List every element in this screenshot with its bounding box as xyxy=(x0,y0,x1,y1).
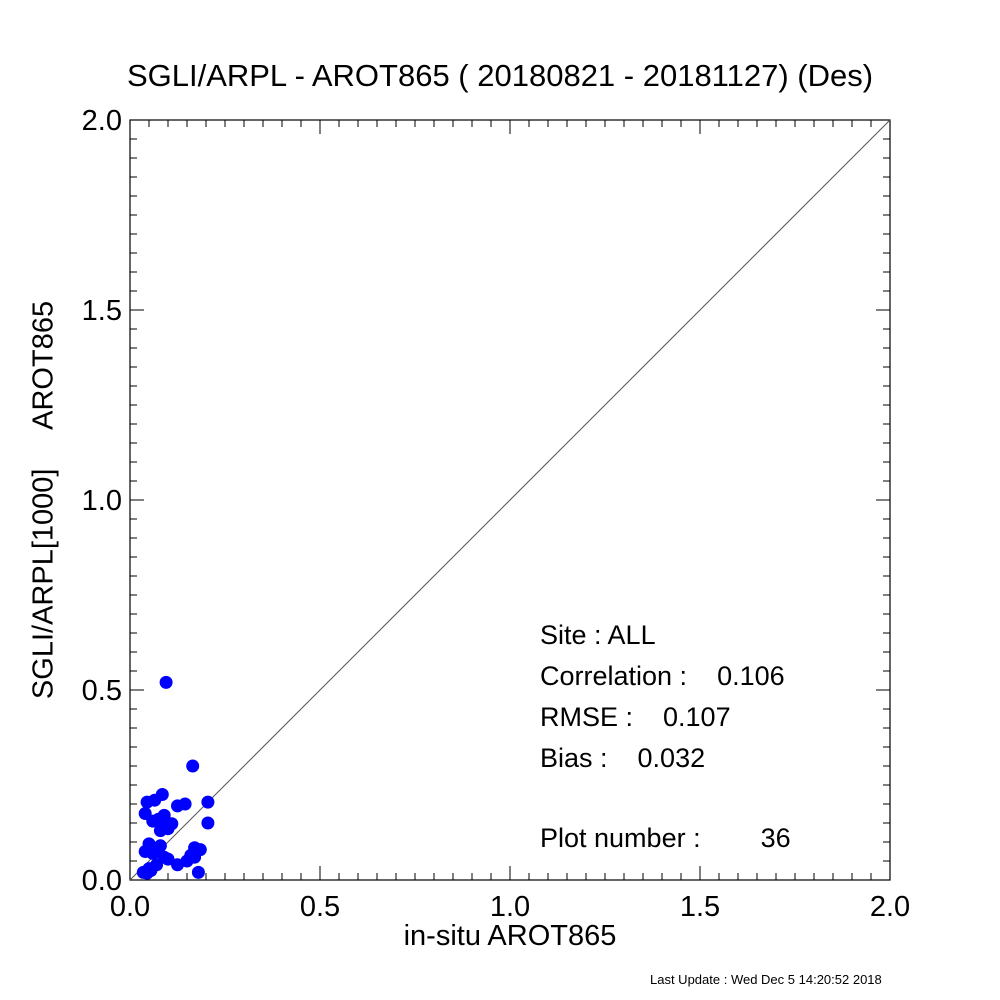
data-point xyxy=(146,814,160,828)
stat-site: Site : ALL xyxy=(540,620,656,650)
last-update-footer: Last Update : Wed Dec 5 14:20:52 2018 xyxy=(650,972,882,987)
x-tick-label: 0.5 xyxy=(300,891,340,923)
x-tick-label: 2.0 xyxy=(870,891,910,923)
data-point xyxy=(171,858,184,872)
x-tick-label: 1.0 xyxy=(490,891,530,923)
data-point xyxy=(191,865,205,879)
y-axis-label: SGLI/ARPL[1000] AROT865 xyxy=(27,300,60,700)
one-to-one-line xyxy=(129,119,891,881)
y-tick-label: 2.0 xyxy=(82,105,122,137)
data-point xyxy=(153,824,167,838)
data-point xyxy=(171,799,184,813)
data-point xyxy=(146,846,160,860)
x-tick-label: 1.5 xyxy=(680,891,720,923)
data-point xyxy=(140,866,154,880)
data-point xyxy=(161,852,175,866)
x-axis-label: in-situ AROT865 xyxy=(403,920,617,952)
data-point xyxy=(140,795,154,809)
y-tick-label: 0.0 xyxy=(82,865,122,897)
y-tick-label: 1.5 xyxy=(82,295,122,327)
y-tick-label: 0.5 xyxy=(82,675,122,707)
chart-title: SGLI/ARPL - AROT865 ( 20180821 - 2018112… xyxy=(126,58,874,93)
data-point xyxy=(201,816,215,830)
data-point xyxy=(186,759,200,773)
y-tick-label: 1.0 xyxy=(82,485,122,517)
x-tick-label: 0.0 xyxy=(110,891,150,923)
data-point xyxy=(159,675,173,689)
stat-rmse: RMSE : 0.107 xyxy=(540,702,731,732)
stat-plot-number: Plot number : 36 xyxy=(540,823,791,853)
data-point xyxy=(201,795,215,809)
stat-correlation: Correlation : 0.106 xyxy=(540,661,785,691)
stat-bias: Bias : 0.032 xyxy=(540,743,706,773)
